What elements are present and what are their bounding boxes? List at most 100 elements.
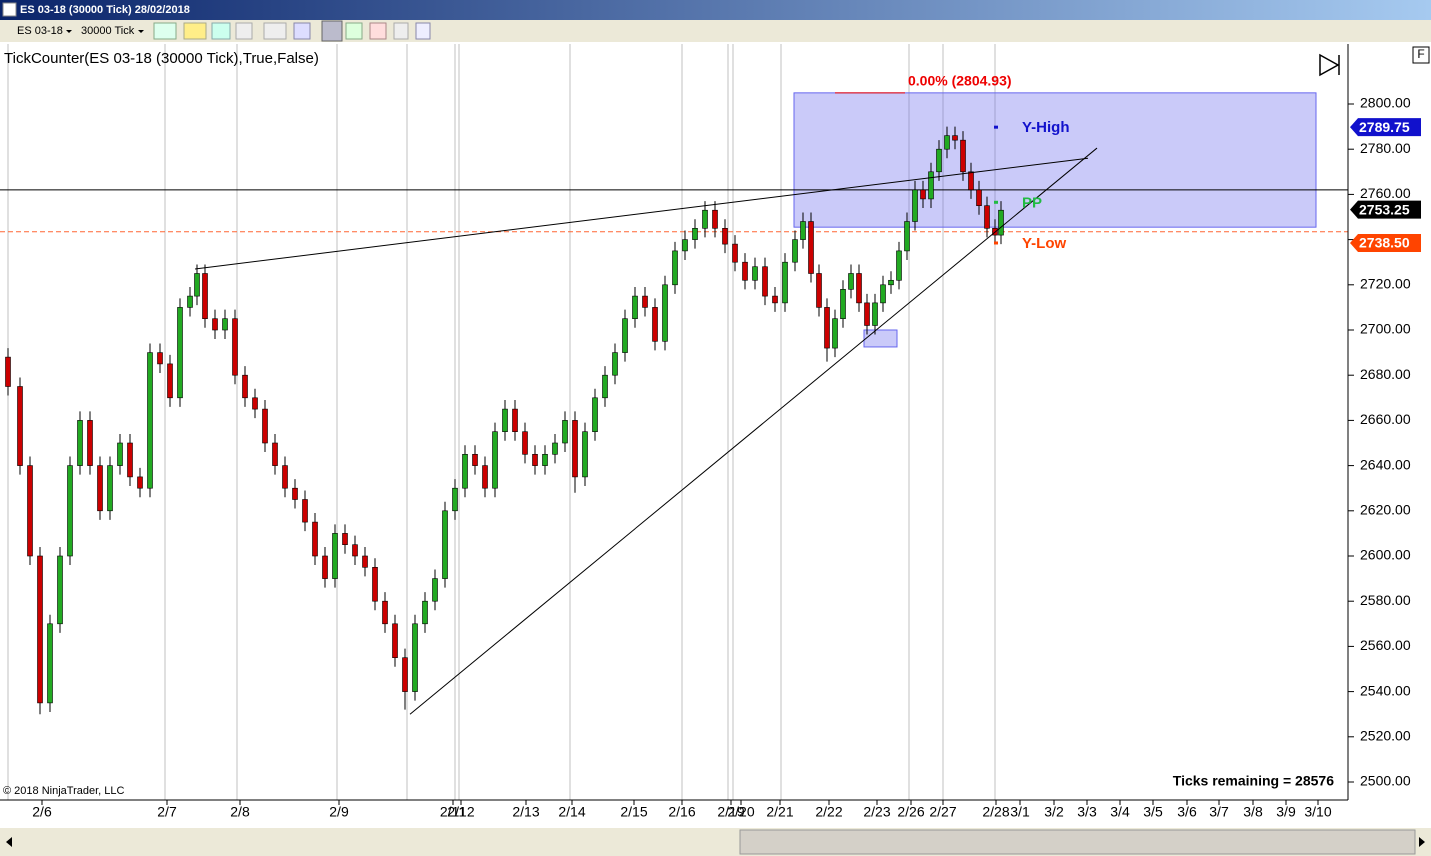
candle-body <box>382 600 388 625</box>
y-tick-label: 2640.00 <box>1360 456 1411 472</box>
x-tick-label: 2/22 <box>815 804 842 820</box>
tool-button[interactable] <box>211 22 231 40</box>
window-title: ES 03-18 (30000 Tick) 28/02/2018 <box>20 4 190 16</box>
copyright: © 2018 NinjaTrader, LLC <box>3 785 124 797</box>
x-tick-label: 2/9 <box>329 804 349 820</box>
x-tick-label: 3/10 <box>1304 804 1331 820</box>
candle-body <box>57 555 63 625</box>
candle-body <box>912 189 918 222</box>
candle-body <box>682 239 688 252</box>
candle-body <box>117 442 123 466</box>
x-tick-label: 3/9 <box>1276 804 1296 820</box>
properties-button[interactable] <box>415 22 431 40</box>
scroll-end-button[interactable] <box>1319 53 1340 77</box>
x-tick-label: 3/7 <box>1209 804 1229 820</box>
title-bar <box>0 0 1431 20</box>
price-flag-label: 2738.50 <box>1359 235 1410 251</box>
candle-body <box>732 243 738 263</box>
candle-body <box>492 431 498 489</box>
candle-body <box>242 374 248 399</box>
x-tick-label: 2/8 <box>230 804 250 820</box>
candle-body <box>928 171 934 200</box>
candle-body <box>880 284 886 304</box>
candle-body <box>968 171 974 191</box>
candle-body <box>442 510 448 579</box>
candle-body <box>412 623 418 692</box>
trend-line <box>194 157 1089 270</box>
candle-body <box>292 487 298 500</box>
bars-button[interactable] <box>321 20 343 42</box>
candle-body <box>462 453 468 489</box>
candle-body <box>888 279 894 286</box>
candle-body <box>864 302 870 326</box>
f-button[interactable] <box>1412 46 1430 64</box>
candle-body <box>816 273 822 308</box>
tool-button[interactable] <box>235 22 253 40</box>
candle-body <box>352 544 358 557</box>
candle-body <box>392 623 398 658</box>
instrument-select[interactable] <box>12 23 74 39</box>
candle-body <box>602 374 608 399</box>
chart-area <box>0 42 1431 828</box>
x-tick-label: 2/23 <box>863 804 890 820</box>
candle-body <box>592 397 598 432</box>
x-tick-label: 3/6 <box>1177 804 1197 820</box>
x-tick-label: 3/2 <box>1044 804 1064 820</box>
candle-body <box>522 431 528 455</box>
indicator-label: TickCounter(ES 03-18 (30000 Tick),True,F… <box>4 50 319 67</box>
level-marker <box>994 241 998 245</box>
x-tick-label: 3/4 <box>1110 804 1130 820</box>
candle-body <box>194 273 200 297</box>
candle-body <box>712 209 718 229</box>
x-tick-label: 3/8 <box>1243 804 1263 820</box>
x-tick-label: 2/20 <box>727 804 754 820</box>
candle-body <box>984 205 990 229</box>
scroll-thumb[interactable] <box>739 829 1416 855</box>
y-tick-label: 2720.00 <box>1360 276 1411 292</box>
chart-style-button[interactable] <box>153 22 177 40</box>
x-tick-label: 2/15 <box>620 804 647 820</box>
candle-body <box>17 386 23 466</box>
candle-body <box>262 408 268 444</box>
y-tick-label: 2620.00 <box>1360 502 1411 518</box>
candle-body <box>542 453 548 466</box>
candle-body <box>582 431 588 478</box>
candle-body <box>97 465 103 512</box>
x-tick-label: 2/28 <box>982 804 1009 820</box>
strategy-button[interactable] <box>369 22 387 40</box>
x-tick-label: 3/1 <box>1010 804 1030 820</box>
instrument: ES 03-18 <box>17 25 63 37</box>
x-tick-label: 2/7 <box>157 804 177 820</box>
cursor-button[interactable] <box>263 22 287 40</box>
draw-button[interactable] <box>183 22 207 40</box>
y-tick-label: 2680.00 <box>1360 366 1411 382</box>
interval-select[interactable] <box>78 23 146 39</box>
window-icon <box>2 2 17 17</box>
price-flag-label: 2753.25 <box>1359 201 1410 217</box>
candle-body <box>67 465 73 557</box>
x-tick-label: 2/6 <box>32 804 52 820</box>
candle-body <box>782 261 788 304</box>
candle-body <box>672 250 678 286</box>
price-flag <box>1350 118 1421 137</box>
price-flag-label: 2789.75 <box>1359 119 1410 135</box>
dollar-button[interactable] <box>393 22 409 40</box>
candle-body <box>848 273 854 290</box>
candle-body <box>904 221 910 252</box>
candle-body <box>936 148 942 173</box>
candle-body <box>422 600 428 625</box>
zoom-button[interactable] <box>293 22 311 40</box>
drawing-rectangle <box>863 329 898 348</box>
candle-body <box>572 420 578 478</box>
candle-body <box>5 356 11 387</box>
x-tick-label: 3/3 <box>1077 804 1097 820</box>
candle-body <box>762 266 768 297</box>
candle-body <box>896 250 902 281</box>
indicator-button[interactable] <box>345 22 363 40</box>
candle-body <box>642 295 648 308</box>
candle-body <box>87 420 93 466</box>
interval: 30000 Tick <box>81 25 135 37</box>
candle-body <box>322 555 328 579</box>
